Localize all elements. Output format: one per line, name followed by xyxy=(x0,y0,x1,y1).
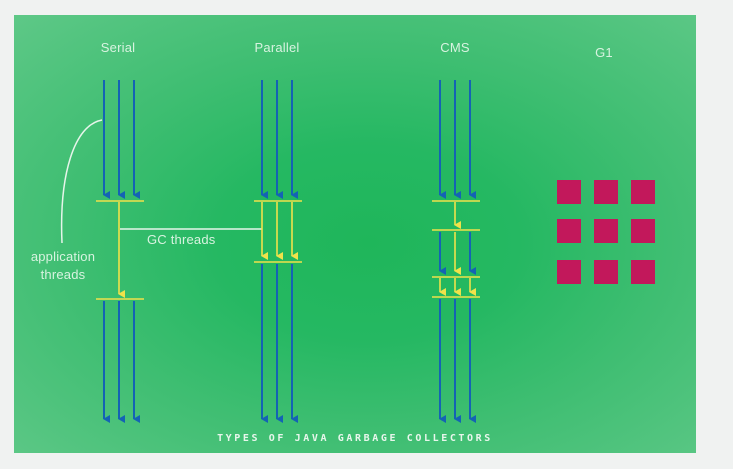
g1-region xyxy=(594,180,618,204)
application-threads-label: application threads xyxy=(30,249,96,282)
g1-region xyxy=(631,180,655,204)
application-threads-callout xyxy=(60,119,103,244)
g1-region xyxy=(594,219,618,243)
parallel-column xyxy=(254,80,302,423)
g1-region xyxy=(557,219,581,243)
g1-regions xyxy=(557,180,655,284)
g1-region xyxy=(594,260,618,284)
g1-region xyxy=(631,260,655,284)
cms-title: CMS xyxy=(440,40,470,55)
parallel-title: Parallel xyxy=(254,40,300,55)
serial-column xyxy=(96,80,144,423)
diagram-board: Serial Parallel CMS G1 application threa… xyxy=(14,15,696,453)
diagram-caption: Types of Java Garbage Collectors xyxy=(217,433,493,444)
g1-title: G1 xyxy=(595,45,613,60)
gc-diagram xyxy=(60,80,655,423)
gc-threads-label: GC threads xyxy=(147,232,216,247)
g1-region xyxy=(631,219,655,243)
cms-column xyxy=(432,80,480,423)
g1-region xyxy=(557,260,581,284)
g1-region xyxy=(557,180,581,204)
serial-title: Serial xyxy=(100,40,136,55)
